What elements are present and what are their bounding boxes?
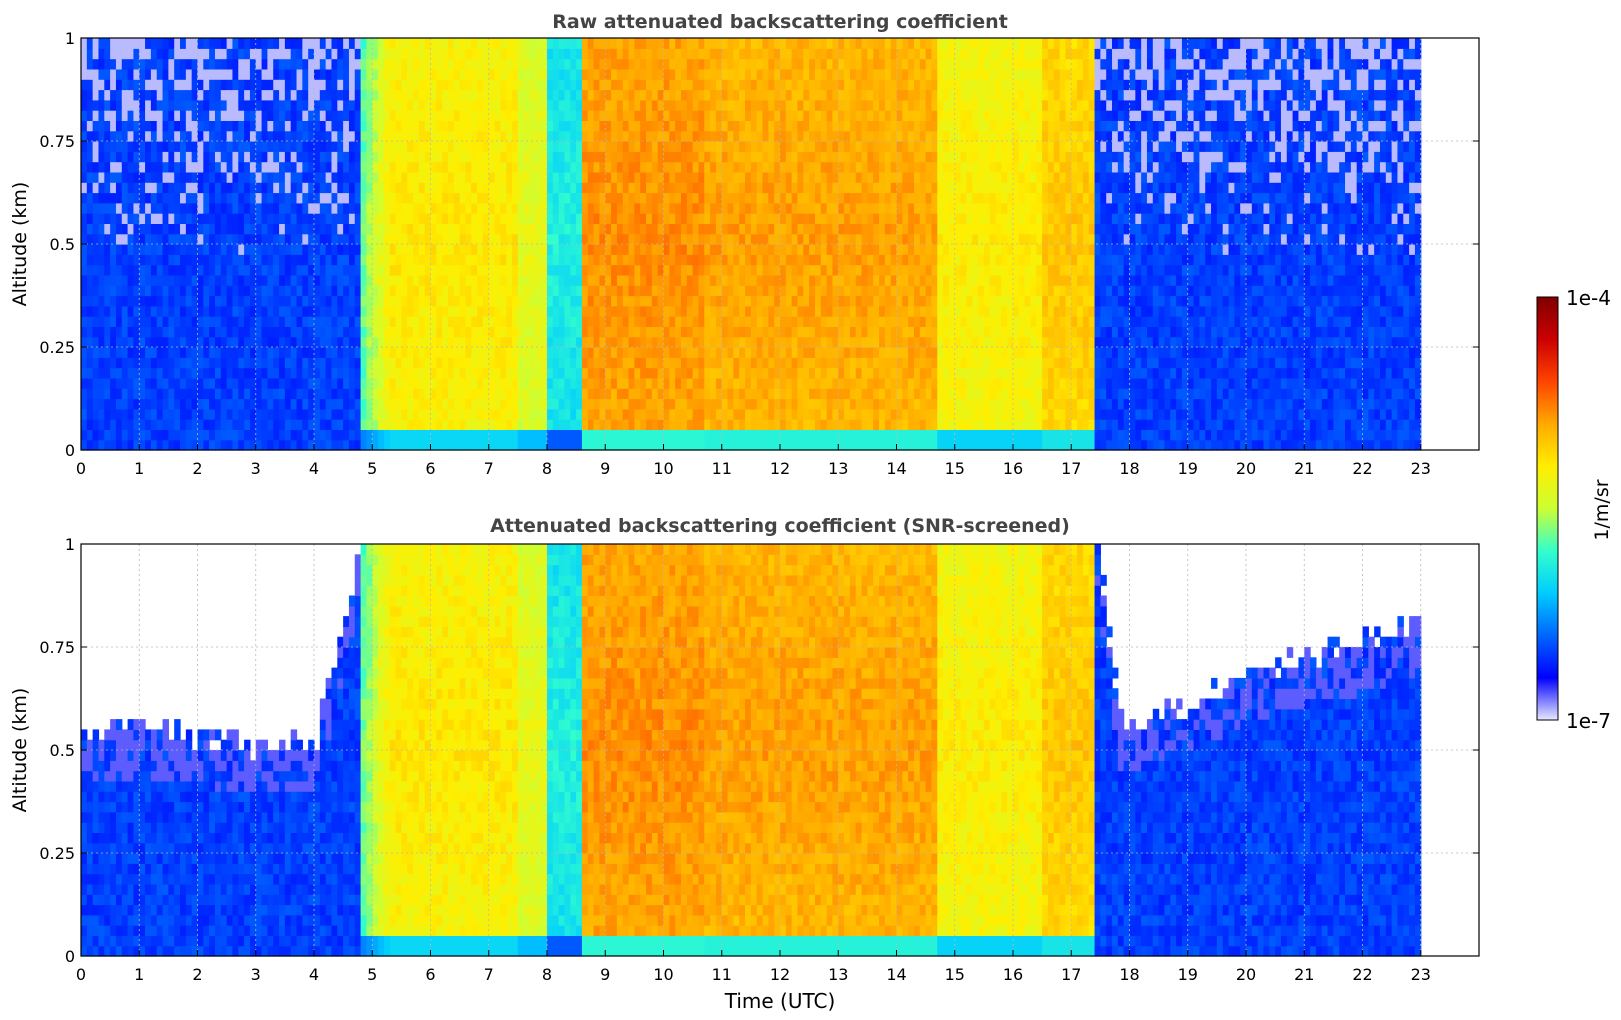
x-tick-label: 3: [251, 965, 261, 984]
x-tick-label: 14: [886, 459, 906, 478]
x-tick-label: 15: [945, 459, 965, 478]
x-tick-label: 1: [134, 965, 144, 984]
x-tick-label: 14: [886, 965, 906, 984]
x-tick-label: 15: [945, 965, 965, 984]
x-tick-label: 13: [828, 965, 848, 984]
panel-raw: Raw attenuated backscattering coefficien…: [9, 11, 1480, 478]
x-tick-label: 21: [1294, 965, 1314, 984]
x-tick-label: 8: [542, 965, 552, 984]
y-ticks: 0 0.25 0.5 0.75 1: [39, 29, 1479, 460]
x-tick-label: 10: [653, 965, 673, 984]
x-tick-label: 9: [600, 965, 610, 984]
x-tick-label: 11: [712, 965, 732, 984]
x-tick-label: 7: [484, 459, 494, 478]
y-tick-label: 0.5: [50, 741, 75, 760]
x-tick-label: 6: [425, 965, 435, 984]
x-tick-label: 17: [1061, 965, 1081, 984]
panel-screened: Attenuated backscattering coefficient (S…: [9, 515, 1480, 1013]
x-tick-label: 18: [1119, 459, 1139, 478]
colorbar-bar: [1536, 296, 1559, 721]
y-tick-label: 0.5: [50, 235, 75, 254]
y-tick-label: 0: [65, 947, 75, 966]
x-tick-label: 16: [1003, 459, 1023, 478]
y-tick-label: 0.75: [39, 132, 75, 151]
x-tick-label: 17: [1061, 459, 1081, 478]
y-tick-label: 0.25: [39, 338, 75, 357]
x-tick-label: 1: [134, 459, 144, 478]
x-tick-label: 23: [1411, 965, 1431, 984]
y-tick-label: 0.25: [39, 844, 75, 863]
x-tick-label: 4: [309, 459, 319, 478]
x-tick-label: 12: [770, 459, 790, 478]
x-tick-label: 12: [770, 965, 790, 984]
x-tick-label: 7: [484, 965, 494, 984]
x-tick-label: 10: [653, 459, 673, 478]
y-tick-label: 1: [65, 535, 75, 554]
y-tick-label: 0.75: [39, 638, 75, 657]
y-axis-label: Altitude (km): [9, 182, 31, 307]
colorbar: 1e-4 1e-7 1/m/sr: [1536, 286, 1613, 733]
colorbar-unit-label: 1/m/sr: [1591, 479, 1613, 540]
x-tick-label: 13: [828, 459, 848, 478]
x-tick-label: 23: [1411, 459, 1431, 478]
x-tick-label: 19: [1178, 459, 1198, 478]
x-tick-label: 2: [192, 965, 202, 984]
x-tick-label: 6: [425, 459, 435, 478]
x-tick-label: 22: [1352, 965, 1372, 984]
x-tick-label: 11: [712, 459, 732, 478]
x-tick-label: 2: [192, 459, 202, 478]
x-tick-label: 5: [367, 965, 377, 984]
panel-title: Raw attenuated backscattering coefficien…: [552, 11, 1008, 33]
colorbar-max-label: 1e-4: [1566, 286, 1611, 310]
x-tick-label: 4: [309, 965, 319, 984]
x-tick-label: 18: [1119, 965, 1139, 984]
x-tick-label: 8: [542, 459, 552, 478]
x-tick-label: 5: [367, 459, 377, 478]
colorbar-min-label: 1e-7: [1566, 709, 1611, 733]
x-tick-label: 3: [251, 459, 261, 478]
x-tick-label: 20: [1236, 459, 1256, 478]
grid-screened: [80, 543, 1479, 957]
x-tick-label: 22: [1352, 459, 1372, 478]
heatmap-raw: [81, 38, 1422, 451]
y-tick-label: 0: [65, 441, 75, 460]
y-ticks: 0 0.25 0.5 0.75 1: [39, 535, 1479, 966]
heatmap-screened: [81, 544, 1422, 957]
x-ticks: 0 1 2 3 4 5 6 7 8 9 10 11 12 13 14 15 16 17 18 19 20 21 22 23: [76, 444, 1431, 478]
x-tick-label: 19: [1178, 965, 1198, 984]
x-tick-label: 20: [1236, 965, 1256, 984]
x-axis-label: Time (UTC): [724, 989, 836, 1013]
panel-title: Attenuated backscattering coefficient (S…: [490, 515, 1070, 537]
x-tick-label: 9: [600, 459, 610, 478]
x-tick-label: 0: [76, 459, 86, 478]
x-tick-label: 0: [76, 965, 86, 984]
y-tick-label: 1: [65, 29, 75, 48]
x-tick-label: 16: [1003, 965, 1023, 984]
y-axis-label: Altitude (km): [9, 688, 31, 813]
x-ticks: 0 1 2 3 4 5 6 7 8 9 10 11 12 13 14 15 16 17 18 19 20 21 22 23: [76, 950, 1431, 984]
x-tick-label: 21: [1294, 459, 1314, 478]
